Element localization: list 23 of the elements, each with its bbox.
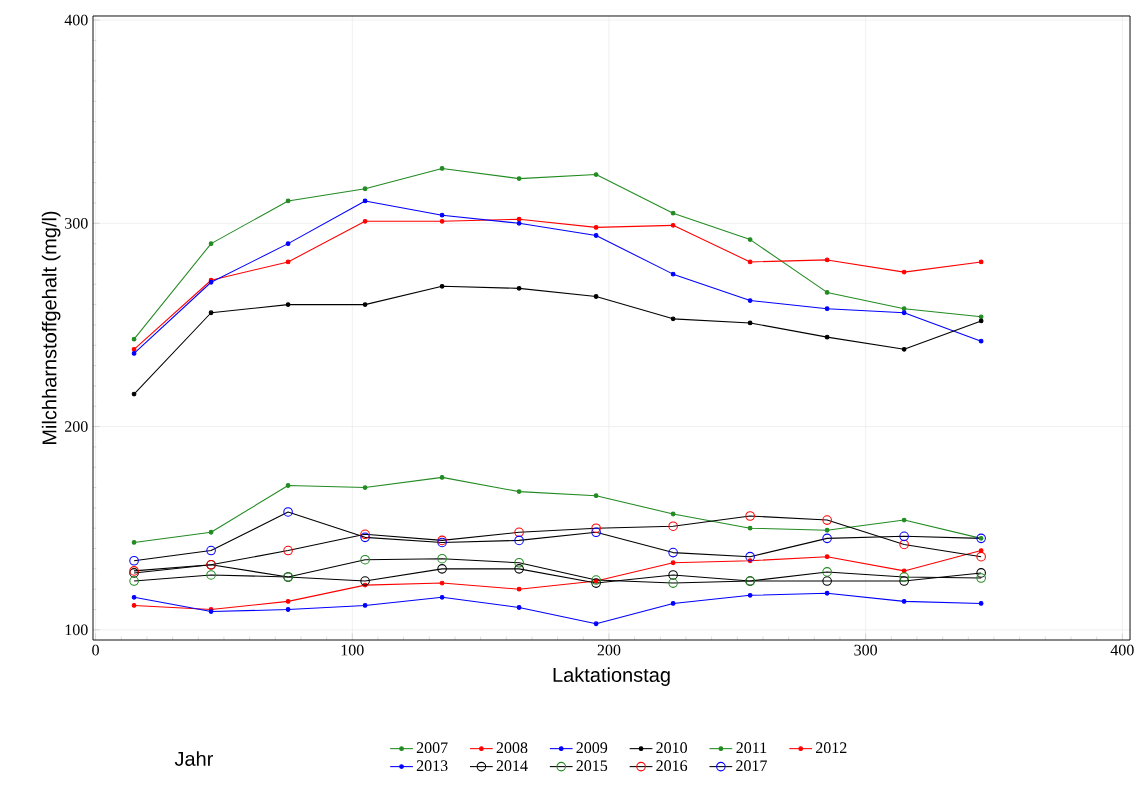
x-tick-label: 200	[597, 644, 621, 656]
legend-label: 2008	[496, 742, 528, 754]
x-tick-label: 300	[854, 644, 878, 656]
x-axis-title: Laktationstag	[553, 667, 670, 686]
legend-label: 2017	[736, 760, 767, 772]
legend-label: 2016	[656, 760, 688, 772]
y-axis-title: Milchharnstoffgehalt (mg/l)	[41, 211, 61, 445]
x-tick-label: 100	[341, 644, 364, 656]
legend-label: 2013	[416, 760, 448, 772]
legend-label: 2014	[496, 760, 528, 772]
legend-label: 2011	[736, 742, 767, 754]
x-tick-label: 400	[1110, 644, 1134, 656]
y-tick-label: 400	[64, 14, 88, 26]
y-tick-label: 200	[65, 421, 88, 432]
legend-label: 2009	[576, 742, 608, 754]
y-tick-label: 100	[65, 624, 88, 636]
legend-label: 2010	[656, 742, 688, 754]
x-tick-label: 0	[92, 644, 99, 656]
y-tick-label: 300	[65, 217, 88, 229]
legend-title: Jahr	[174, 751, 214, 766]
legend-label: 2012	[816, 742, 847, 754]
legend-label: 2015	[576, 760, 608, 772]
legend-label: 2007	[416, 742, 448, 754]
